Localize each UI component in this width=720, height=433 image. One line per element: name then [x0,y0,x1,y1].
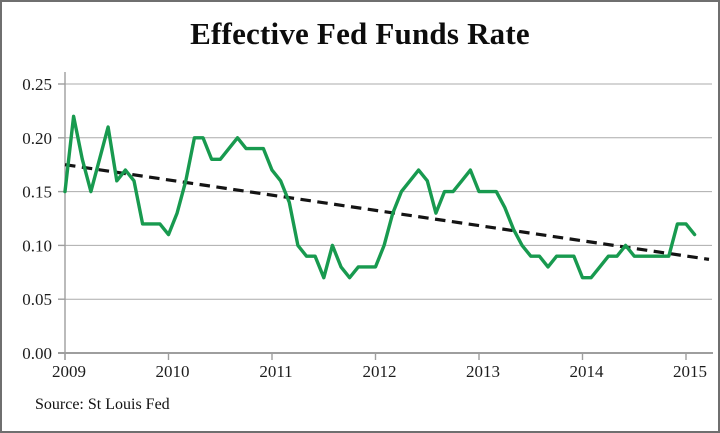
x-tick-label: 2009 [52,362,86,381]
x-tick-label: 2013 [466,362,500,381]
y-tick-label: 0.20 [22,129,52,148]
x-tick-label: 2011 [259,362,292,381]
effr-line-series [63,114,697,280]
y-tick-label: 0.15 [22,183,52,202]
y-tick-label: 0.00 [22,344,52,363]
y-tick-label: 0.10 [22,236,52,255]
y-tick-label: 0.25 [22,75,52,94]
chart-title: Effective Fed Funds Rate [190,16,530,51]
x-tick-label: 2014 [570,362,605,381]
trend-line [64,163,710,261]
x-tick-label: 2015 [673,362,707,381]
y-tick-label: 0.05 [22,290,52,309]
source-note: Source: St Louis Fed [35,396,170,413]
x-tick-label: 2012 [363,362,397,381]
x-tick-label: 2010 [156,362,190,381]
